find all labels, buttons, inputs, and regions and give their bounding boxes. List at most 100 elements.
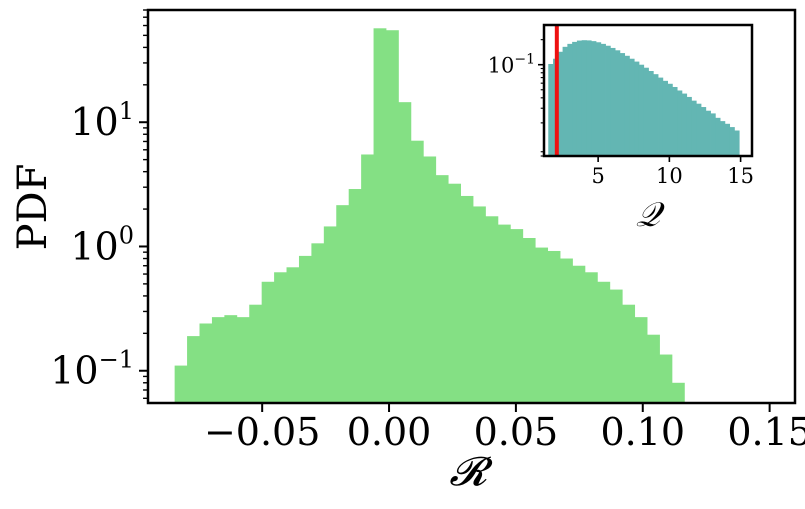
inset-bar — [576, 40, 583, 156]
main-bar — [435, 175, 449, 403]
main-y-tick-base: 10 — [50, 349, 98, 393]
main-y-tick-base: 10 — [70, 100, 118, 144]
main-bar — [522, 238, 536, 403]
main-bar — [286, 267, 300, 403]
inset-bar — [653, 74, 659, 156]
inset-y-tick-exponent: −1 — [514, 52, 535, 68]
inset-bar — [629, 58, 635, 157]
main-bar — [274, 272, 287, 403]
main-bar — [423, 156, 437, 403]
main-y-tick-exponent: 1 — [119, 97, 134, 125]
main-y-tick-exponent: 0 — [119, 221, 134, 249]
main-bar — [199, 323, 213, 403]
inset-bar — [720, 121, 726, 156]
main-bar — [373, 28, 387, 403]
inset-bar — [557, 51, 563, 156]
main-bar — [224, 315, 238, 403]
main-bar — [410, 140, 424, 403]
inset-bar — [634, 61, 640, 157]
inset-bar — [677, 90, 683, 156]
inset-y-tick-label: 10−1 — [488, 52, 535, 78]
main-bar — [448, 183, 461, 403]
inset-bar — [648, 71, 654, 156]
inset-x-tick-label: 15 — [727, 164, 754, 188]
inset-bar — [705, 110, 711, 156]
inset-bar — [710, 113, 716, 156]
main-x-tick-label: −0.05 — [204, 410, 320, 454]
inset-x-tick-label: 10 — [656, 164, 683, 188]
main-bar — [361, 154, 374, 403]
main-bar — [497, 224, 511, 403]
inset-bar — [562, 46, 568, 156]
main-bar — [671, 382, 685, 403]
inset-bar — [596, 42, 602, 156]
inset-bar — [643, 67, 649, 156]
main-bar — [622, 304, 636, 403]
inset-bar — [591, 41, 597, 156]
main-bar — [174, 365, 188, 403]
main-y-tick-exponent: −1 — [99, 346, 134, 374]
main-bar — [323, 226, 337, 403]
inset-bar — [581, 40, 587, 157]
inset-bar — [734, 130, 740, 156]
inset-x-tick-label: 5 — [591, 164, 604, 188]
inset-frame — [542, 23, 754, 158]
inset-bar — [667, 83, 673, 156]
main-bar — [659, 354, 673, 403]
main-bar — [535, 247, 549, 403]
main-bar — [485, 216, 499, 403]
inset-bar — [600, 43, 606, 157]
main-bar — [584, 272, 598, 403]
main-frame — [146, 8, 797, 405]
inset-bar — [619, 53, 626, 156]
main-x-axis-label: 𝓡 — [449, 449, 493, 495]
main-y-tick-base: 10 — [70, 224, 118, 268]
inset-bar — [572, 41, 578, 156]
inset-bar — [548, 63, 554, 156]
main-bar — [249, 304, 263, 403]
main-bar — [460, 195, 474, 403]
main-bar — [298, 255, 312, 403]
main-bar — [236, 317, 250, 403]
inset-bar — [696, 103, 702, 156]
main-x-tick-label: 0.00 — [347, 410, 432, 454]
inset-y-tick-base: 10 — [488, 54, 515, 78]
main-bar — [187, 336, 200, 403]
main-x-tick-label: 0.15 — [727, 410, 805, 454]
main-x-tick-label: 0.10 — [600, 410, 685, 454]
inset-bar — [586, 40, 592, 156]
main-y-axis-label: PDF — [10, 164, 56, 251]
main-bar — [311, 243, 325, 403]
inset-bar — [729, 127, 735, 156]
main-bar — [211, 317, 225, 403]
inset-bar — [662, 80, 668, 156]
inset-bar — [715, 117, 721, 156]
main-bar — [510, 229, 524, 403]
inset-bar — [658, 77, 664, 156]
inset-bar — [610, 47, 616, 157]
inset-histogram-bars — [548, 25, 740, 157]
main-bar — [634, 317, 648, 403]
inset-bar — [724, 123, 731, 156]
inset-bar — [624, 55, 630, 156]
main-histogram-bars — [174, 28, 685, 404]
main-bar — [261, 281, 275, 403]
inset-bar — [615, 50, 621, 156]
main-bar — [473, 206, 486, 403]
main-y-tick-label: 100 — [70, 221, 134, 268]
main-bar — [385, 30, 399, 403]
inset-bar — [672, 86, 678, 156]
main-x-tick-label: 0.05 — [474, 410, 559, 454]
inset-bar — [567, 43, 573, 157]
main-y-tick-label: 101 — [70, 97, 134, 144]
inset-x-axis-label: 𝒬 — [636, 195, 666, 235]
main-y-tick-label: 10−1 — [50, 346, 134, 393]
main-bar — [609, 289, 623, 403]
inset-bar — [701, 107, 707, 156]
main-bar — [597, 281, 611, 403]
main-bar — [560, 258, 573, 403]
inset-bar — [691, 100, 697, 156]
